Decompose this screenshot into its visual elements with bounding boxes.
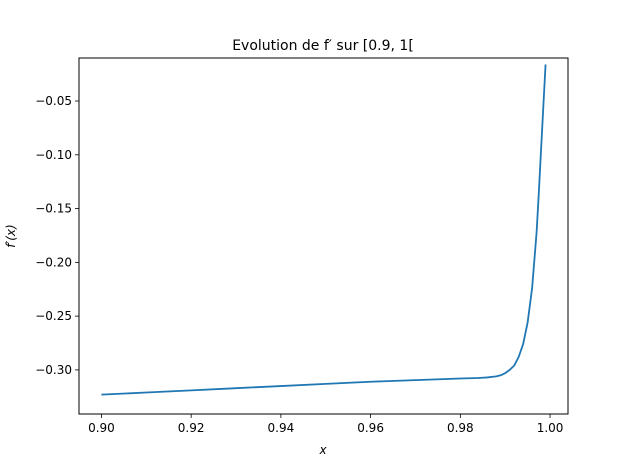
x-tick-label: 1.00 — [537, 421, 564, 435]
x-tick-label: 0.98 — [447, 421, 474, 435]
y-tick-label: −0.05 — [35, 94, 72, 108]
x-tick-label: 0.90 — [88, 421, 115, 435]
x-tick-label: 0.94 — [268, 421, 295, 435]
y-axis-label: f′(x) — [4, 224, 18, 247]
y-tick-label: −0.25 — [35, 309, 72, 323]
series-line — [101, 64, 547, 396]
x-axis-ticks: 0.90 0.92 0.94 0.96 0.98 1.00 — [88, 414, 563, 435]
y-tick-label: −0.20 — [35, 255, 72, 269]
y-tick-label: −0.30 — [35, 363, 72, 377]
y-axis-ticks: −0.05 −0.10 −0.15 −0.20 −0.25 −0.30 — [35, 94, 79, 377]
y-tick-label: −0.10 — [35, 148, 72, 162]
x-tick-label: 0.92 — [178, 421, 205, 435]
series-group — [101, 64, 547, 396]
chart-title: Evolution de f′ sur [0.9, 1[ — [232, 38, 414, 54]
plot-area — [78, 57, 569, 415]
x-axis-label: x — [318, 443, 327, 457]
y-tick-label: −0.15 — [35, 202, 72, 216]
x-tick-label: 0.96 — [357, 421, 384, 435]
